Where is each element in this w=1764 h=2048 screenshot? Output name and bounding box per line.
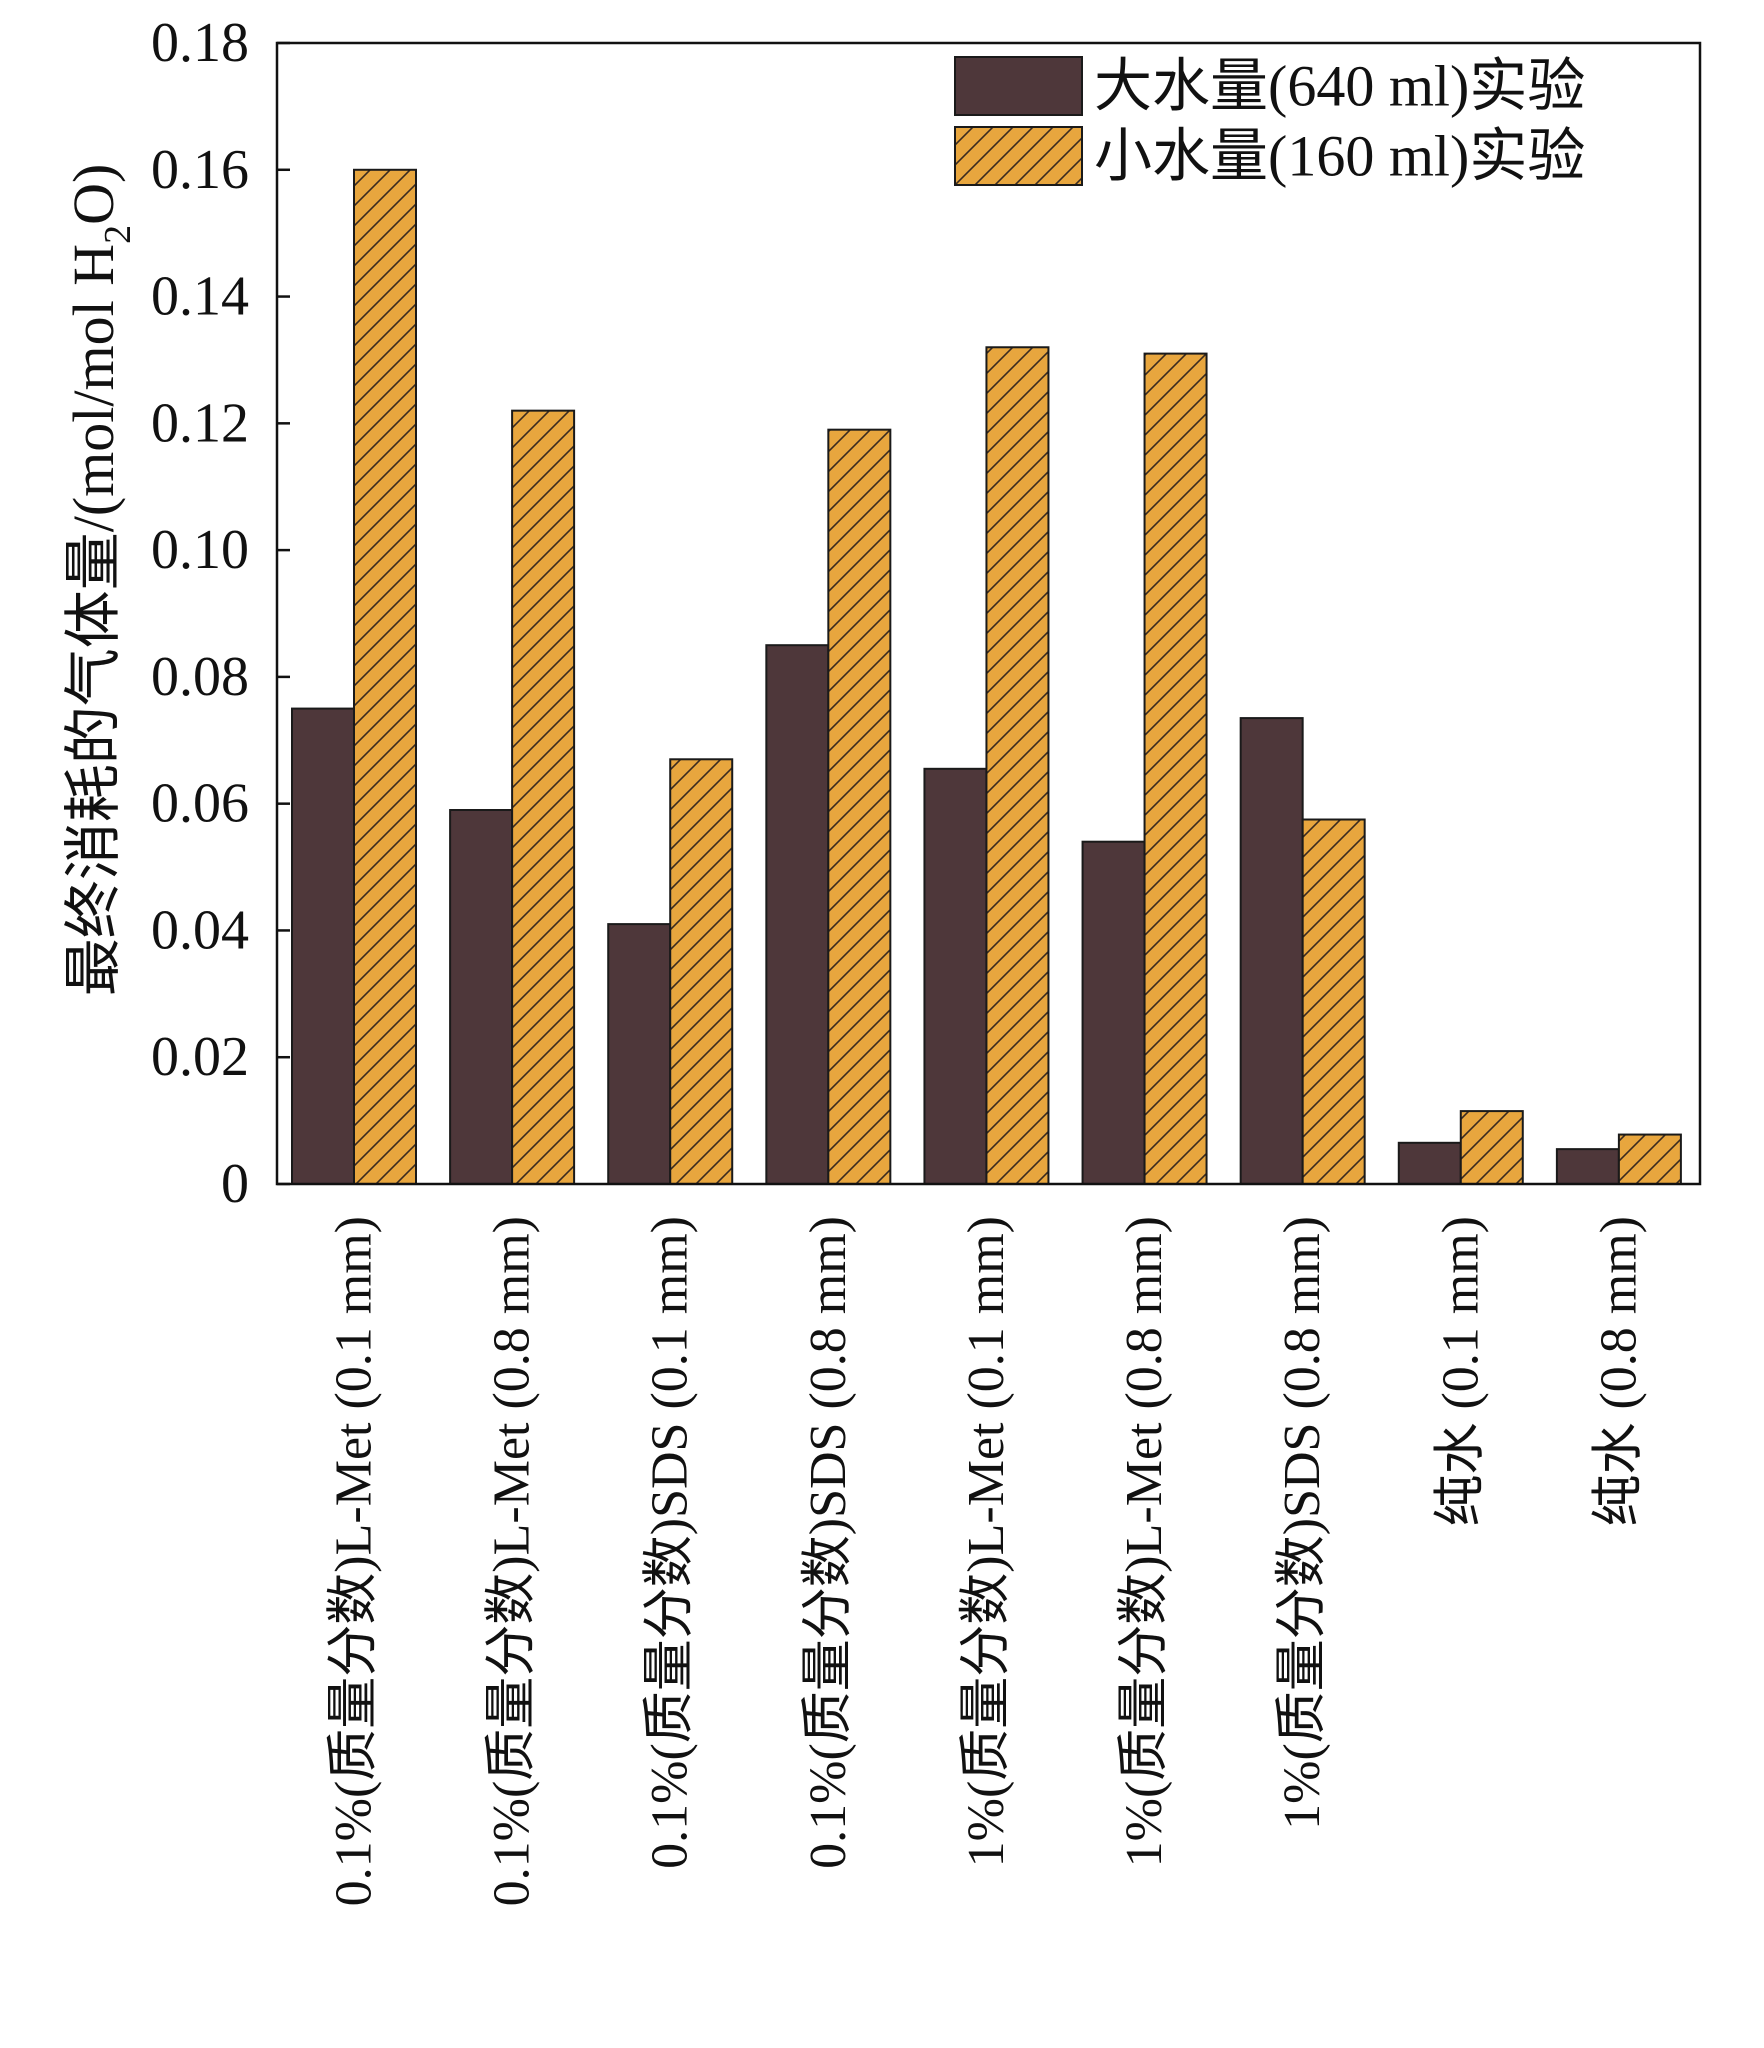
- legend-label-large-water: 大水量(640 ml)实验: [1094, 54, 1585, 119]
- y-tick-label: 0.12: [151, 392, 249, 454]
- bar-large-water-8: [1397, 1141, 1462, 1186]
- category-label: 纯水 (0.1 mm): [1432, 1216, 1489, 1527]
- y-axis-label-tail: O): [61, 164, 126, 225]
- legend-swatch-large-water: [954, 56, 1083, 116]
- y-tick-label: 0: [221, 1153, 249, 1215]
- bar-large-water-1: [291, 707, 355, 1185]
- bar-large-water-2: [449, 809, 514, 1185]
- bar-small-water-2: [511, 409, 576, 1185]
- category-label: 0.1%(质量分数)SDS (0.8 mm): [800, 1216, 857, 1869]
- plot-area: 0 0.02 0.04 0.06 0.08 0.10 0.12 0.14 0.16 0.18 0.1…: [151, 12, 1702, 1906]
- legend-label-small-water: 小水量(160 ml)实验: [1094, 124, 1585, 189]
- category-label: 0.1%(质量分数)L-Met (0.8 mm): [484, 1216, 541, 1906]
- bar-small-water-6: [1143, 352, 1208, 1186]
- bar-small-water-9: [1617, 1133, 1682, 1185]
- category-label: 纯水 (0.8 mm): [1590, 1216, 1647, 1527]
- y-tick-label: 0.16: [151, 139, 249, 201]
- y-tick-label: 0.02: [151, 1026, 249, 1088]
- category-label: 1%(质量分数)SDS (0.8 mm): [1274, 1216, 1331, 1830]
- plot-frame: [275, 41, 1702, 1186]
- y-axis-label-main: 最终消耗的气体量/(mol/mol H: [61, 244, 126, 996]
- category-label: 0.1%(质量分数)SDS (0.1 mm): [642, 1216, 699, 1869]
- y-tick-label: 0.04: [151, 899, 249, 961]
- category-label: 0.1%(质量分数)L-Met (0.1 mm): [326, 1216, 383, 1906]
- y-axis-label: 最终消耗的气体量/(mol/mol H2O): [61, 164, 138, 997]
- y-tick-label: 0.14: [151, 266, 249, 328]
- bar-large-water-9: [1555, 1148, 1620, 1185]
- category-label: 1%(质量分数)L-Met (0.1 mm): [958, 1216, 1015, 1867]
- bar-large-water-7: [1239, 717, 1304, 1185]
- bar-small-water-1: [353, 168, 417, 1185]
- bar-small-water-5: [985, 346, 1050, 1185]
- y-axis-label-subscript: 2: [97, 225, 139, 244]
- bar-large-water-6: [1081, 840, 1146, 1185]
- bar-small-water-8: [1459, 1110, 1524, 1186]
- bar-large-water-4: [765, 644, 830, 1185]
- y-tick-label: 0.06: [151, 773, 249, 835]
- y-tick-label: 0.10: [151, 519, 249, 581]
- category-label: 1%(质量分数)L-Met (0.8 mm): [1116, 1216, 1173, 1867]
- legend-swatch-small-water: [954, 126, 1083, 186]
- y-tick-label: 0.18: [151, 12, 249, 74]
- bar-small-water-3: [669, 758, 734, 1185]
- svg-text:最终消耗的气体量/(mol/mol H2O): 最终消耗的气体量/(mol/mol H2O): [61, 164, 138, 997]
- bar-small-water-7: [1301, 818, 1366, 1186]
- bar-large-water-3: [607, 923, 672, 1185]
- y-tick-label: 0.08: [151, 646, 249, 708]
- bar-large-water-5: [923, 767, 988, 1186]
- bar-small-water-4: [827, 428, 892, 1185]
